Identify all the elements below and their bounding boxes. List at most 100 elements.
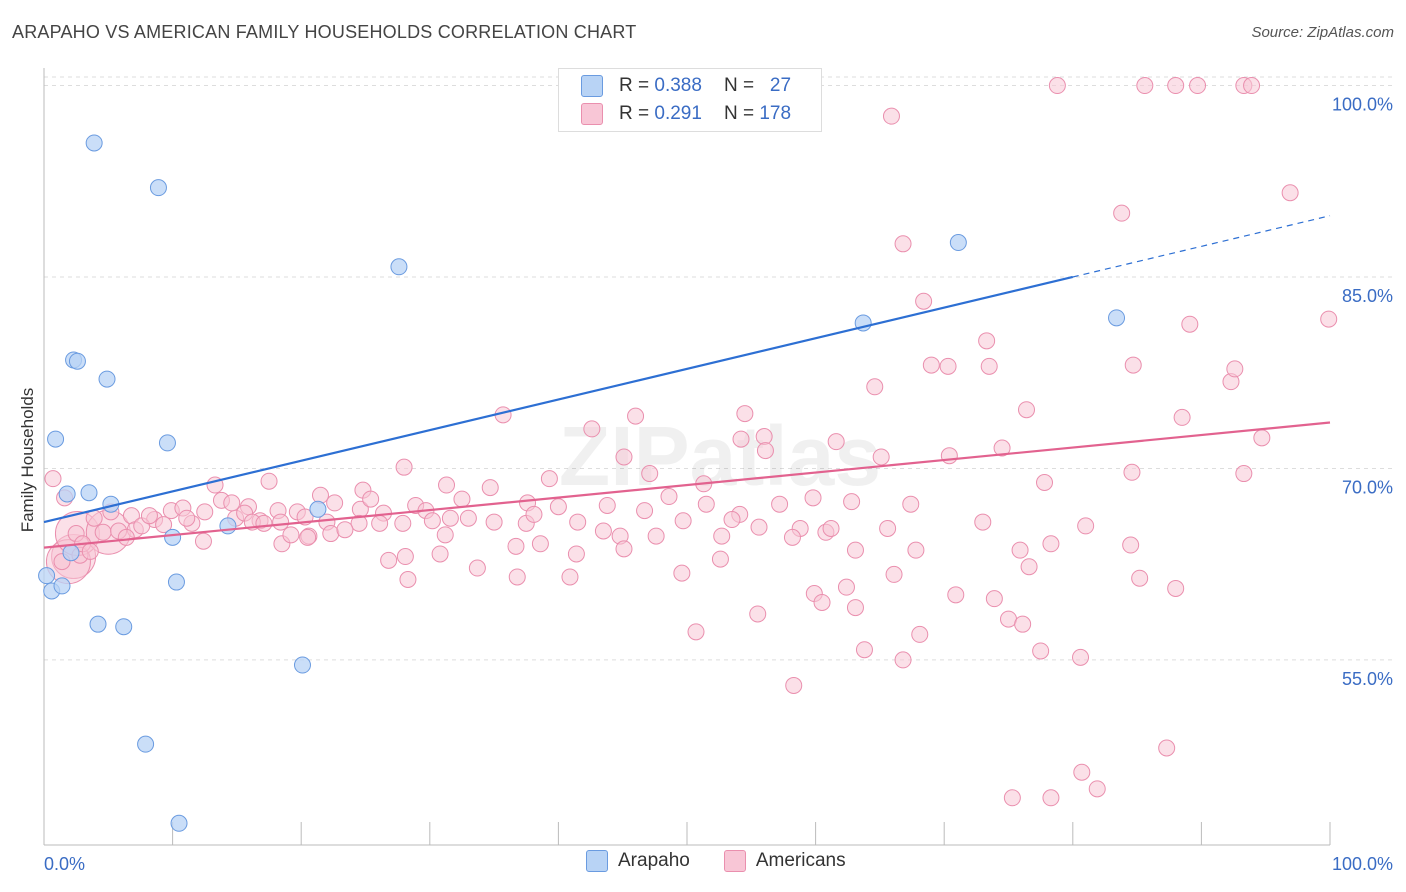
americans-point bbox=[711, 550, 729, 568]
arapaho-point bbox=[89, 615, 107, 633]
legend-r-value: 0.291 bbox=[654, 103, 702, 124]
americans-point bbox=[980, 357, 998, 375]
legend-r-value: 0.388 bbox=[654, 75, 702, 96]
legend-n-value: 27 bbox=[769, 75, 792, 96]
americans-point bbox=[598, 496, 616, 514]
arapaho-point bbox=[47, 430, 65, 448]
americans-point bbox=[723, 511, 741, 529]
americans-point bbox=[907, 541, 925, 559]
americans-trend-line bbox=[43, 421, 1331, 549]
americans-point bbox=[1032, 642, 1050, 660]
americans-point bbox=[371, 514, 389, 532]
americans-point bbox=[985, 590, 1003, 608]
y-tick-label: 85.0% bbox=[1342, 286, 1393, 306]
americans-point bbox=[94, 523, 112, 541]
americans-point bbox=[583, 420, 601, 438]
arapaho-point bbox=[85, 134, 103, 152]
legend-r-label: R = bbox=[619, 75, 650, 96]
americans-point bbox=[1189, 77, 1207, 95]
legend-n-label: N = bbox=[723, 75, 755, 96]
americans-point bbox=[687, 623, 705, 641]
americans-point bbox=[140, 507, 158, 525]
americans-point bbox=[1131, 569, 1149, 587]
americans-point bbox=[1167, 77, 1185, 95]
americans-point bbox=[326, 494, 344, 512]
legend-n-value: 178 bbox=[759, 103, 792, 124]
americans-point bbox=[641, 465, 659, 483]
americans-point bbox=[822, 519, 840, 537]
americans-point bbox=[438, 476, 456, 494]
americans-point bbox=[673, 564, 691, 582]
legend-swatch-americans bbox=[723, 850, 746, 872]
americans-point bbox=[879, 519, 897, 537]
americans-point bbox=[783, 528, 801, 546]
americans-point bbox=[713, 527, 731, 545]
arapaho-point bbox=[1108, 309, 1126, 327]
americans-point bbox=[311, 486, 329, 504]
americans-point bbox=[940, 447, 958, 465]
americans-point bbox=[441, 509, 459, 527]
legend-item-arapaho: Arapaho bbox=[586, 850, 690, 872]
americans-point bbox=[674, 512, 692, 530]
legend-swatch-americans bbox=[581, 103, 603, 125]
americans-point bbox=[1018, 401, 1036, 419]
americans-point bbox=[1226, 360, 1244, 378]
arapaho-point bbox=[164, 528, 182, 546]
arapaho-trend-line bbox=[43, 275, 1074, 524]
americans-point bbox=[194, 532, 212, 550]
americans-point bbox=[915, 292, 933, 310]
americans-point bbox=[1167, 579, 1185, 597]
americans-point bbox=[855, 641, 873, 659]
americans-point bbox=[750, 518, 768, 536]
tick-labels: 55.0% 70.0% 85.0% 100.0% 0.0% 100.0% bbox=[44, 95, 1393, 874]
americans-point bbox=[660, 488, 678, 506]
americans-point bbox=[755, 428, 773, 446]
americans-point bbox=[282, 526, 300, 544]
americans-point bbox=[993, 439, 1011, 457]
legend-row-arapaho: R = 0.388 N = 27 bbox=[581, 73, 791, 99]
americans-point bbox=[1042, 535, 1060, 553]
americans-point bbox=[647, 527, 665, 545]
legend-swatch-arapaho bbox=[586, 850, 608, 872]
arapaho-point bbox=[115, 618, 133, 636]
americans-point bbox=[894, 235, 912, 253]
americans-point bbox=[396, 548, 414, 566]
x-tick-label: 0.0% bbox=[44, 854, 85, 874]
americans-point bbox=[1235, 465, 1253, 483]
americans-point bbox=[1000, 610, 1017, 628]
americans-point bbox=[395, 458, 413, 476]
arapaho-point bbox=[68, 352, 86, 370]
americans-point bbox=[431, 545, 449, 563]
legend-r-label: R = bbox=[619, 103, 650, 124]
stats-legend: R = 0.388 N = 27 R = 0.291 N = 178 bbox=[558, 68, 822, 132]
americans-point bbox=[615, 540, 633, 558]
legend-swatch-arapaho bbox=[581, 75, 603, 97]
americans-point bbox=[507, 537, 525, 555]
americans-point bbox=[882, 107, 900, 125]
arapaho-trend-extension bbox=[1072, 215, 1331, 278]
americans-point bbox=[902, 495, 920, 513]
trend-lines bbox=[43, 215, 1331, 549]
americans-point bbox=[1173, 408, 1191, 426]
legend-n-label: N = bbox=[723, 103, 755, 124]
americans-point bbox=[322, 525, 340, 543]
americans-point bbox=[459, 509, 477, 527]
americans-point bbox=[399, 571, 417, 589]
arapaho-point bbox=[53, 577, 71, 595]
chart-title: ARAPAHO VS AMERICAN FAMILY HOUSEHOLDS CO… bbox=[12, 22, 637, 42]
americans-point bbox=[846, 541, 864, 559]
arapaho-point bbox=[58, 485, 76, 503]
americans-point bbox=[1077, 517, 1095, 535]
americans-point bbox=[736, 405, 754, 423]
americans-point bbox=[299, 528, 317, 546]
americans-point bbox=[1042, 789, 1060, 807]
americans-point bbox=[336, 521, 354, 539]
americans-point bbox=[732, 430, 750, 448]
americans-point bbox=[978, 332, 996, 350]
americans-point bbox=[837, 578, 855, 596]
arapaho-point bbox=[167, 573, 185, 591]
americans-point bbox=[756, 442, 774, 460]
axes bbox=[43, 68, 1331, 846]
americans-point bbox=[813, 593, 831, 611]
americans-point bbox=[872, 448, 890, 466]
